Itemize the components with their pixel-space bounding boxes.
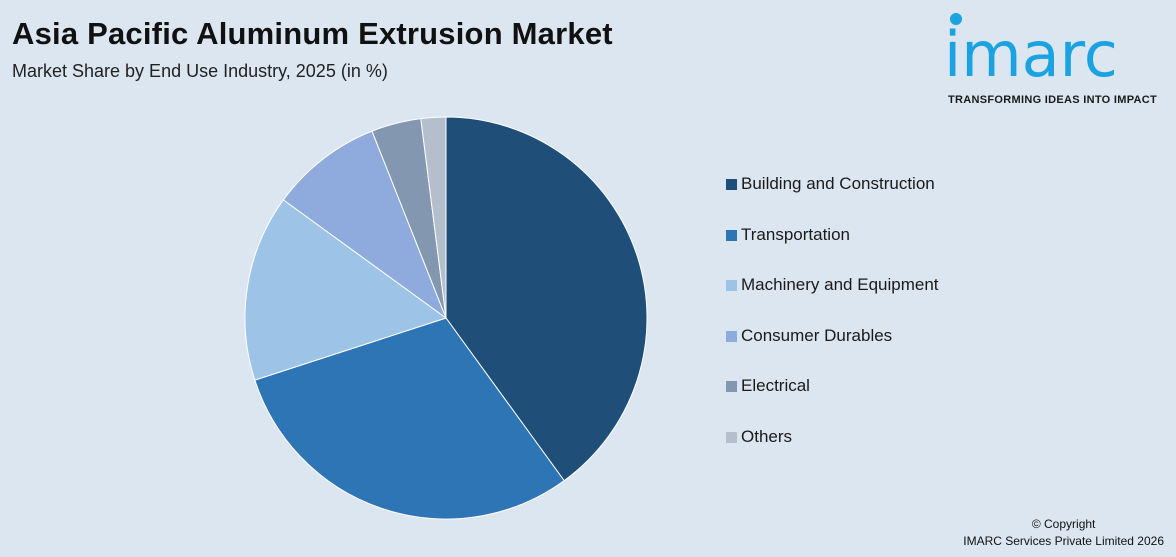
legend-item-others: Others	[726, 427, 939, 478]
legend-label: Others	[741, 426, 793, 446]
legend-item-transportation: Transportation	[726, 225, 939, 276]
legend-swatch	[726, 229, 737, 241]
legend-label: Electrical	[741, 376, 810, 395]
chart-subtitle: Market Share by End Use Industry, 2025 (…	[12, 61, 388, 81]
legend-item-consumer-durables: Consumer Durables	[726, 326, 939, 377]
logo-dot	[950, 13, 962, 25]
legend-item-building-and-construction: Building and Construction	[726, 174, 939, 225]
pie-slice-transportation	[254, 317, 565, 520]
legend-label: Machinery and Equipment	[741, 275, 939, 294]
chart-legend: Building and Construction Transportation M…	[726, 174, 939, 477]
pie-slice-consumer-durables	[282, 130, 448, 320]
legend-item-machinery-and-equipment: Machinery and Equipment	[726, 275, 939, 326]
copyright-line-1: © Copyright	[1031, 517, 1096, 531]
chart-title: Asia Pacific Aluminum Extrusion Market	[12, 16, 613, 51]
imarc-logo: imarc TRANSFORMING IDEAS INTO IMPACT	[944, 10, 1172, 110]
copyright-line-2: IMARC Services Private Limited 2026	[963, 534, 1164, 548]
legend-swatch	[726, 179, 737, 190]
pie-slice-machinery-and-equipment	[244, 199, 448, 381]
logo-wordmark: imarc	[944, 18, 1118, 91]
legend-label: Transportation	[741, 224, 850, 244]
legend-swatch	[726, 431, 737, 443]
legend-label: Building and Construction	[741, 174, 935, 193]
legend-swatch	[726, 330, 737, 342]
legend-swatch	[726, 381, 737, 392]
legend-swatch	[726, 280, 737, 291]
legend-label: Consumer Durables	[741, 325, 893, 345]
logo-tagline: TRANSFORMING IDEAS INTO IMPACT	[948, 94, 1158, 106]
copyright-notice: © Copyright IMARC Services Private Limit…	[963, 516, 1164, 550]
pie-slice-building-and-construction	[445, 116, 648, 482]
legend-item-electrical: Electrical	[726, 376, 939, 427]
pie-slice-others	[420, 116, 447, 319]
